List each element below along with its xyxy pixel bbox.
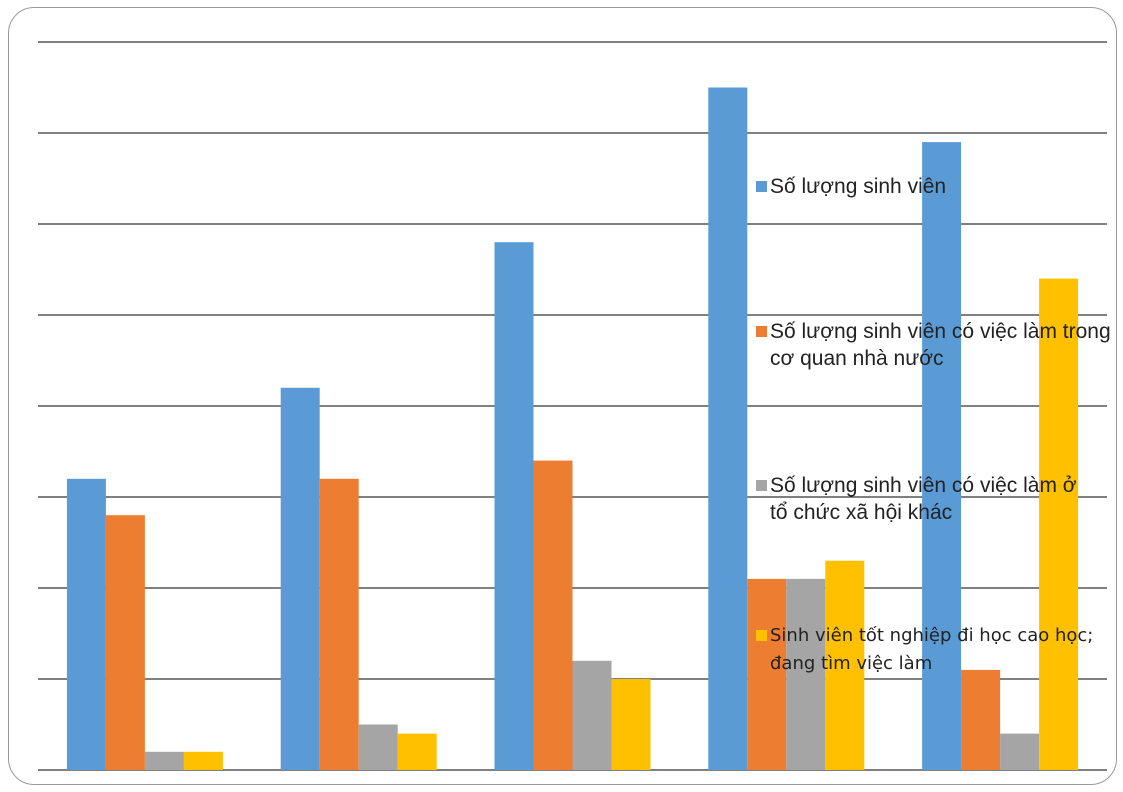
bar-series-3-category-1 <box>144 751 184 770</box>
legend-item-1: Số lượng sinh viên <box>756 173 1076 200</box>
legend-item-3: Số lượng sinh viên có việc làm ở tổ chức… <box>756 472 1096 526</box>
bar-series-1-category-5 <box>922 142 962 771</box>
bar-series-1-category-3 <box>494 242 534 770</box>
legend-item-4: Sinh viên tốt nghiệp đi học cao học; đan… <box>756 622 1112 678</box>
bar-series-3-category-3 <box>572 660 612 770</box>
legend-swatch-1 <box>756 181 767 192</box>
bar-series-4-category-5 <box>1039 278 1079 770</box>
legend-label-2: Số lượng sinh viên có việc làm trong cơ … <box>770 320 1111 370</box>
legend-label-4: Sinh viên tốt nghiệp đi học cao học; đan… <box>770 625 1094 674</box>
bar-series-1-category-4 <box>708 87 748 770</box>
bar-series-2-category-1 <box>105 515 145 770</box>
bar-series-3-category-2 <box>358 724 398 770</box>
bar-series-1-category-1 <box>66 478 106 770</box>
bar-series-4-category-4 <box>825 560 865 770</box>
legend-swatch-4 <box>756 630 767 641</box>
bar-series-2-category-3 <box>533 460 573 770</box>
bar-series-4-category-3 <box>611 679 651 770</box>
bar-series-3-category-4 <box>786 578 826 770</box>
legend-label-3: Số lượng sinh viên có việc làm ở tổ chức… <box>770 474 1077 524</box>
legend-item-2: Số lượng sinh viên có việc làm trong cơ … <box>756 318 1121 372</box>
bar-series-2-category-2 <box>319 478 359 770</box>
bar-series-2-category-4 <box>747 578 787 770</box>
bar-series-4-category-2 <box>397 733 437 770</box>
bar-series-2-category-5 <box>961 669 1001 770</box>
legend-swatch-2 <box>756 326 767 337</box>
legend-label-1: Số lượng sinh viên <box>770 175 947 198</box>
bar-series-4-category-1 <box>183 751 223 770</box>
bars <box>66 87 1079 771</box>
bar-series-1-category-2 <box>280 387 320 770</box>
legend-swatch-3 <box>756 480 767 491</box>
bar-series-3-category-5 <box>1000 733 1040 770</box>
